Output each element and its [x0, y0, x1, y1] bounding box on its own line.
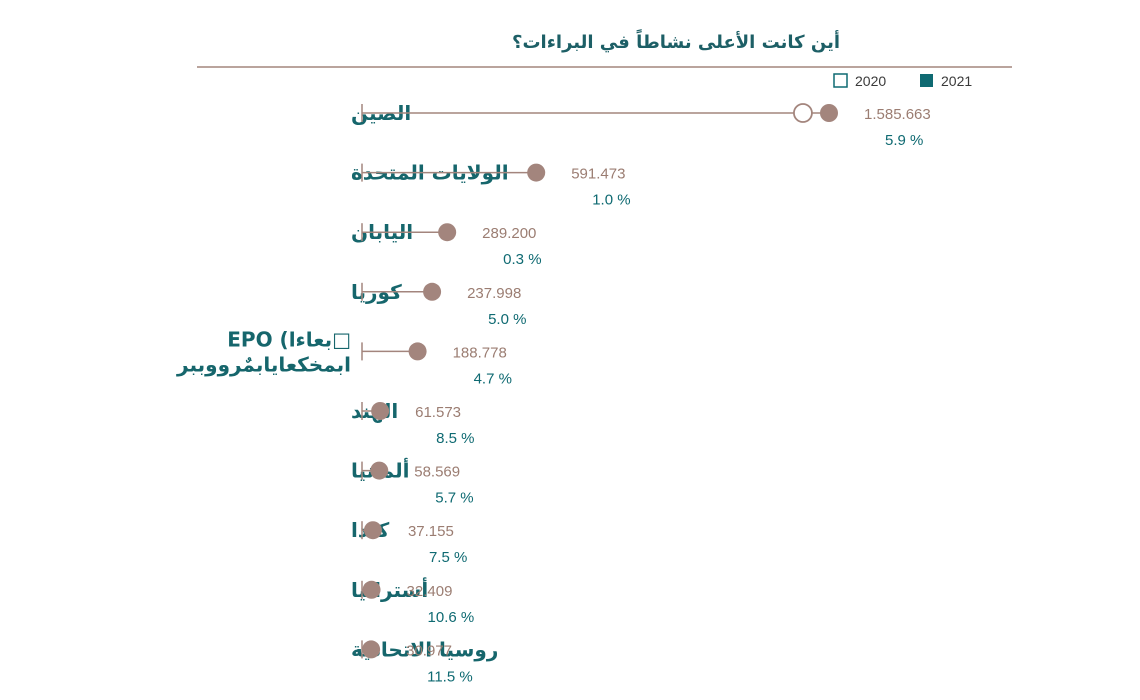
- percent-label: 4.7 %: [474, 370, 512, 387]
- dot-2021: [408, 342, 427, 361]
- value-label: 591.473: [571, 166, 625, 183]
- percent-label: 1.0 %: [592, 192, 630, 209]
- dot-2021: [371, 402, 390, 420]
- percent-label: 11.5 %: [427, 668, 473, 685]
- value-label: 32.409: [407, 583, 453, 600]
- value-label: 30.977: [406, 642, 452, 659]
- percent-label: 5.7 %: [435, 490, 473, 507]
- dot-2021: [820, 104, 838, 122]
- legend-2021-swatch: [920, 74, 933, 87]
- percent-label: 5.9 %: [885, 132, 923, 149]
- dot-2021: [362, 640, 381, 659]
- value-label: 289.200: [482, 225, 536, 242]
- value-label: 237.998: [467, 285, 521, 302]
- legend-2020-swatch: [833, 73, 848, 88]
- dot-2021: [363, 521, 382, 540]
- value-label: 188.778: [453, 344, 507, 361]
- percent-label: 8.5 %: [436, 430, 474, 447]
- value-label: 1.585.663: [864, 106, 931, 123]
- chart-title: أين كانت الأعلى نشاطاً في البراءات؟: [512, 29, 840, 53]
- percent-label: 7.5 %: [429, 549, 467, 566]
- value-label: 37.155: [408, 523, 454, 540]
- dot-2021: [438, 223, 457, 242]
- legend-2020-label: 2020: [855, 73, 886, 89]
- legend-2021-label: 2021: [941, 73, 972, 89]
- percent-label: 5.0 %: [488, 311, 526, 328]
- dot-2021: [370, 461, 389, 480]
- category-label: EPO (بعاءا□ ابمخكعايابمٌرووببر: [176, 327, 351, 376]
- value-label: 61.573: [415, 404, 461, 421]
- percent-label: 0.3 %: [503, 251, 541, 268]
- dot-2021: [423, 282, 442, 301]
- dot-2021: [362, 580, 381, 599]
- legend: 2020 2021: [833, 73, 972, 89]
- value-label: 58.569: [414, 464, 460, 481]
- dot-2021: [527, 163, 546, 182]
- dot-2020: [793, 103, 813, 123]
- percent-label: 10.6 %: [428, 609, 475, 626]
